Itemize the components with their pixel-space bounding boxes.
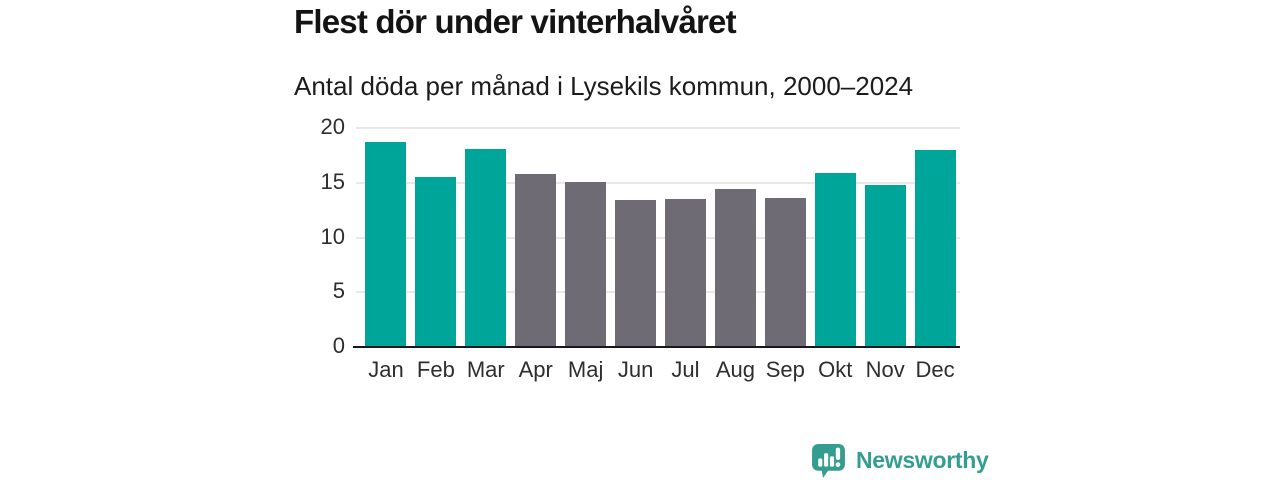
x-axis-labels: Jan Feb Mar Apr Maj Jun Jul Aug Sep Okt Nov Dec [361, 357, 960, 383]
x-tick-label-jan: Jan [368, 357, 404, 382]
y-tick-label-15: 15 [320, 168, 345, 194]
bar-slot-apr [511, 128, 561, 347]
bar-slot-feb [411, 128, 461, 347]
bar-sep [764, 198, 806, 347]
bar-slot-dec [910, 128, 960, 347]
bars-container [361, 128, 960, 347]
x-tick-label-jul: Jul [671, 357, 700, 382]
branding-name: Newsworthy [856, 447, 989, 473]
bar-slot-jun [611, 128, 661, 347]
bar-slot-aug [710, 128, 760, 347]
x-tick-label-maj: Maj [567, 357, 604, 382]
y-tick-label-10: 10 [320, 223, 345, 249]
bar-mar [465, 148, 507, 347]
bar-apr [515, 174, 557, 347]
bar-slot-okt [810, 128, 860, 347]
gridline-10 [356, 236, 960, 239]
bar-feb [415, 177, 457, 347]
x-tick-label-sep: Sep [765, 357, 805, 382]
branding: Newsworthy [810, 442, 989, 479]
x-tick-label-okt: Okt [818, 357, 853, 382]
bar-aug [714, 189, 756, 347]
chart-subtitle: Antal döda per månad i Lysekils kommun, … [294, 71, 914, 101]
x-tick-label-aug: Aug [715, 357, 755, 382]
bar-slot-mar [461, 128, 511, 347]
chart-title: Flest dör under vinterhalvåret [294, 3, 737, 40]
bar-jun [615, 200, 657, 347]
bar-dec [914, 149, 956, 347]
bar-jan [365, 142, 407, 347]
bar-maj [565, 181, 607, 347]
x-tick-label-mar: Mar [466, 357, 505, 382]
bar-chart-plot-area: 0 5 10 15 20 Jan Feb Mar Apr Maj Jun Jul Aug Sep Okt N… [321, 114, 960, 382]
gridline-15 [356, 181, 960, 184]
bar-jul [664, 199, 706, 347]
bar-slot-sep [760, 128, 810, 347]
gridline-20 [356, 127, 960, 129]
bar-slot-jul [661, 128, 711, 347]
x-tick-label-nov: Nov [865, 357, 905, 382]
y-tick-label-5: 5 [332, 278, 345, 304]
x-tick-label-jun: Jun [617, 357, 654, 382]
newsworthy-logo-icon [812, 444, 845, 478]
bar-slot-nov [860, 128, 910, 347]
y-tick-label-20: 20 [320, 113, 345, 139]
gridline-5 [356, 291, 960, 294]
x-tick-label-dec: Dec [915, 357, 955, 382]
bar-slot-jan [361, 128, 411, 347]
bar-nov [864, 184, 906, 347]
bar-okt [814, 172, 856, 347]
x-axis-line [353, 346, 960, 348]
x-tick-label-feb: Feb [416, 357, 455, 382]
y-tick-label-0: 0 [332, 332, 345, 358]
bar-slot-maj [561, 128, 611, 347]
x-tick-label-apr: Apr [518, 357, 553, 382]
